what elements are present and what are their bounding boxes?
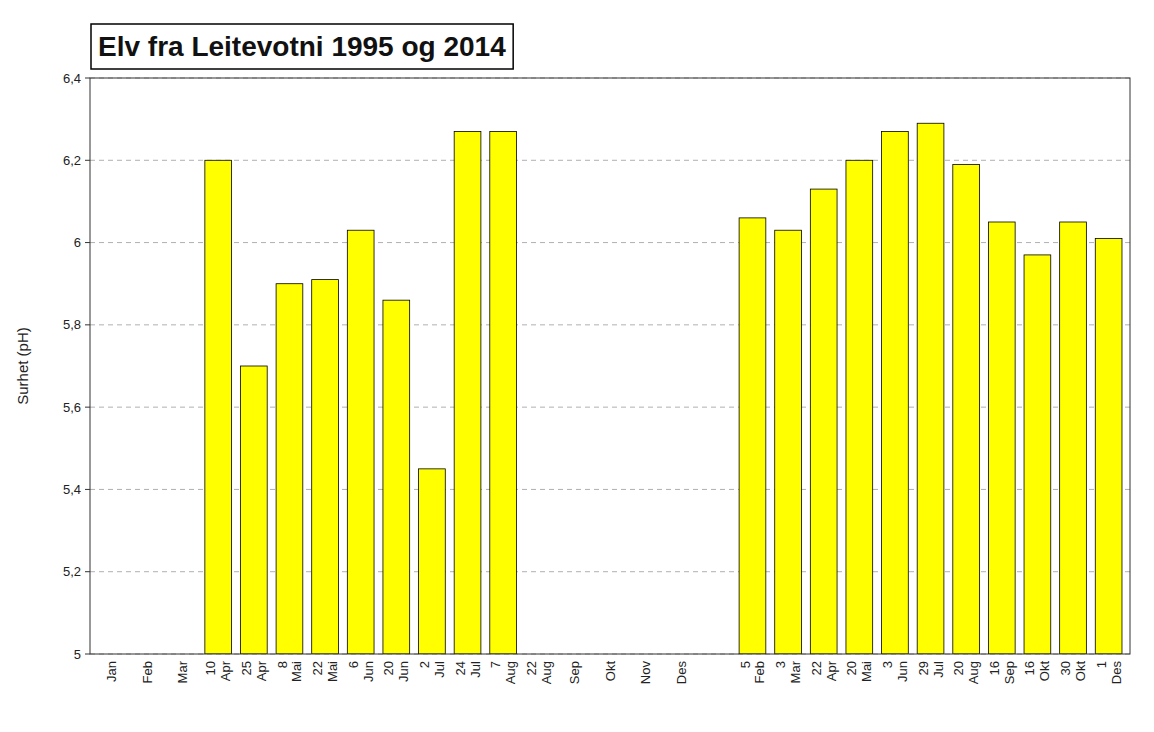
chart-container: 5 5,2 5,4 5,6 5,8 6 6,2 6,4 Jan Feb Mar 10Apr 25Apr 8… bbox=[0, 0, 1154, 732]
title: Elv fra Leitevotni 1995 og 2014 bbox=[98, 31, 506, 62]
y-tick bbox=[85, 654, 90, 655]
y-tick bbox=[85, 160, 90, 161]
bar bbox=[312, 280, 339, 654]
bar bbox=[775, 230, 802, 654]
title-group: Elv fra Leitevotni 1995 og 2014 bbox=[91, 24, 513, 69]
x-tick-label: 8Mai bbox=[275, 661, 305, 682]
y-tick-label: 5,8 bbox=[63, 317, 81, 332]
y-tick bbox=[85, 571, 90, 572]
x-tick-label: 20Jun bbox=[381, 661, 411, 682]
y-axis-label: Surhet (pH) bbox=[14, 327, 31, 405]
x-tick-label: 29Jul bbox=[916, 661, 946, 678]
bar bbox=[240, 366, 267, 654]
bar bbox=[205, 160, 232, 654]
x-tick-label: 5Feb bbox=[738, 661, 768, 683]
x-tick-label: 16Okt bbox=[1022, 661, 1052, 682]
bar bbox=[419, 469, 446, 654]
x-tick-label: Nov bbox=[638, 661, 653, 685]
x-tick-label: 6Jun bbox=[346, 661, 376, 682]
x-tick-label: 25Apr bbox=[239, 660, 269, 681]
x-tick-label: Mar bbox=[175, 660, 190, 683]
y-tick bbox=[85, 407, 90, 408]
y-tick-label: 5 bbox=[74, 647, 81, 662]
x-tick-label: 10Apr bbox=[203, 660, 233, 681]
y-tick-label: 5,2 bbox=[63, 564, 81, 579]
bar bbox=[917, 123, 944, 654]
bar bbox=[1095, 238, 1122, 654]
bar bbox=[347, 230, 374, 654]
bar bbox=[739, 218, 766, 654]
x-tick-label: Feb bbox=[140, 661, 155, 683]
bar bbox=[276, 284, 303, 654]
y-tick bbox=[85, 242, 90, 243]
x-tick-label: 24Jul bbox=[453, 661, 483, 678]
bar bbox=[846, 160, 873, 654]
bar bbox=[383, 300, 410, 654]
x-tick-label: 3Mar bbox=[773, 660, 803, 683]
bar bbox=[988, 222, 1015, 654]
bar bbox=[882, 131, 909, 654]
x-tick-label: 3Jun bbox=[880, 661, 910, 682]
y-tick-label: 6,2 bbox=[63, 153, 81, 168]
x-tick-label: 30Okt bbox=[1058, 661, 1088, 682]
x-tick-label: 20Mai bbox=[844, 661, 874, 682]
x-tick-label: Des bbox=[674, 661, 689, 685]
bar bbox=[490, 131, 517, 654]
y-tick-label: 5,6 bbox=[63, 400, 81, 415]
bar bbox=[810, 189, 837, 654]
bar bbox=[454, 131, 481, 654]
y-tick-label: 5,4 bbox=[63, 482, 81, 497]
bars bbox=[205, 123, 1122, 654]
grid bbox=[90, 78, 1130, 654]
x-tick-label: 16Sep bbox=[987, 661, 1017, 684]
x-tick-label: Okt bbox=[603, 661, 618, 682]
y-tick-label: 6,4 bbox=[63, 71, 81, 86]
y-tick bbox=[85, 78, 90, 79]
bar bbox=[1024, 255, 1051, 654]
x-tick-label: 22Aug bbox=[524, 661, 554, 684]
x-tick-label: 22Apr bbox=[809, 660, 839, 681]
bar bbox=[1060, 222, 1087, 654]
x-axis: Jan Feb Mar 10Apr 25Apr 8Mai22Mai 6Jun20Jun 2Ju… bbox=[104, 660, 1124, 684]
x-tick-label: Sep bbox=[567, 661, 582, 684]
x-tick-label: 20Aug bbox=[951, 661, 981, 684]
y-axis: 5 5,2 5,4 5,6 5,8 6 6,2 6,4 bbox=[63, 71, 90, 662]
y-tick bbox=[85, 489, 90, 490]
y-tick bbox=[85, 324, 90, 325]
bar bbox=[953, 164, 980, 654]
chart: 5 5,2 5,4 5,6 5,8 6 6,2 6,4 Jan Feb Mar 10Apr 25Apr 8… bbox=[0, 0, 1154, 732]
x-tick-label: 22Mai bbox=[310, 661, 340, 682]
x-tick-label: 7Aug bbox=[488, 661, 518, 684]
grid-line bbox=[90, 160, 1130, 161]
title-box bbox=[91, 24, 513, 69]
x-tick-label: 1Des bbox=[1094, 661, 1124, 685]
x-tick-label: 2Jul bbox=[417, 661, 447, 678]
plot-frame bbox=[90, 78, 1130, 654]
y-tick-label: 6 bbox=[74, 235, 81, 250]
x-tick-label: Jan bbox=[104, 661, 119, 682]
